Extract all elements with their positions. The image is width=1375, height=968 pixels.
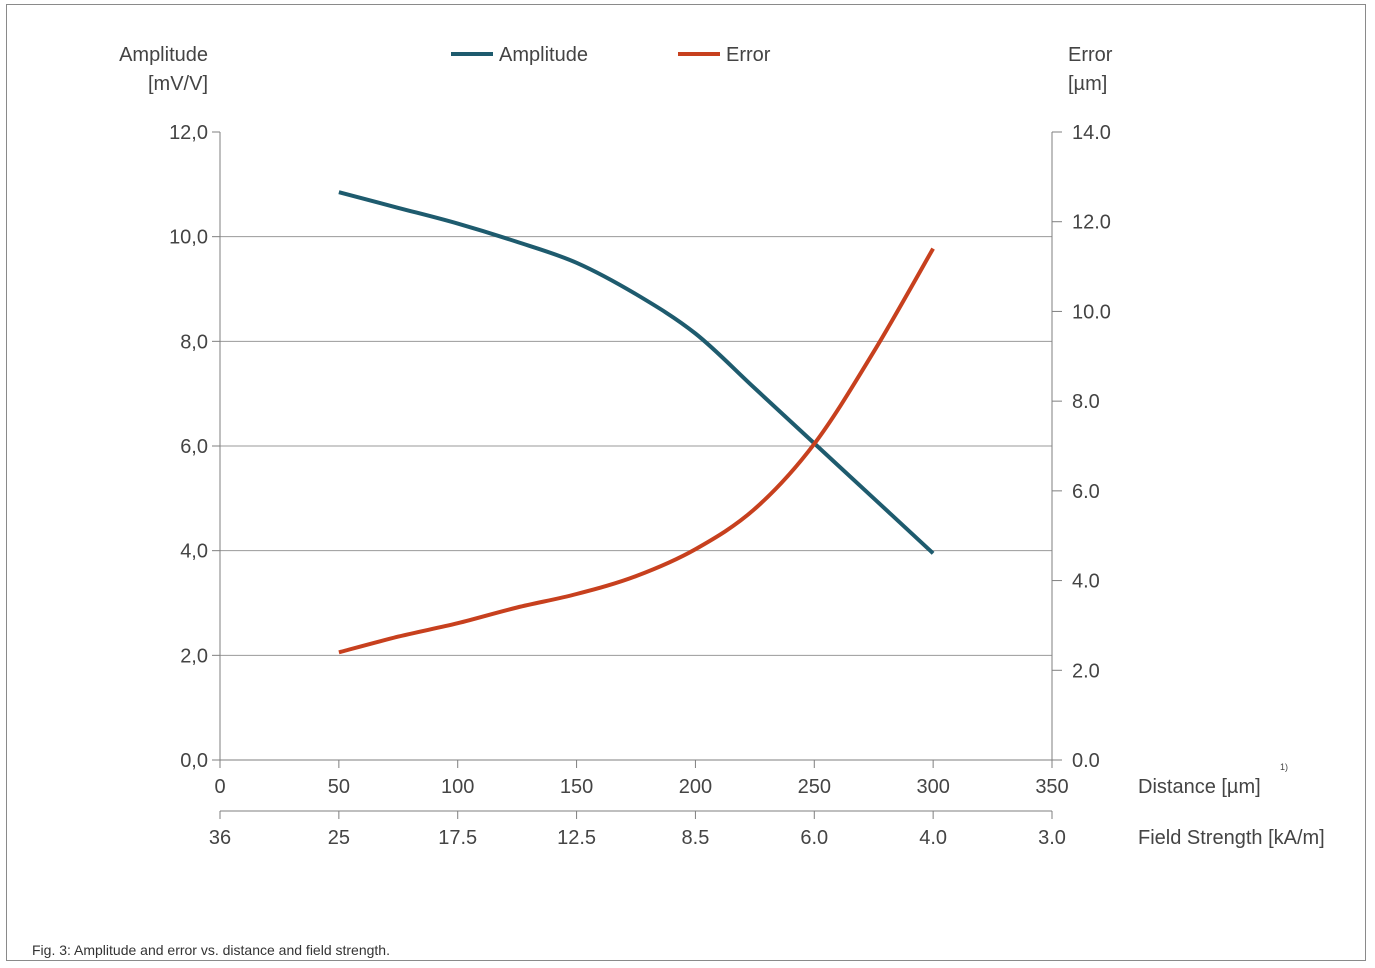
left-axis-title: Amplitude [119,44,208,66]
x2-tick-label: 4.0 [919,827,947,849]
x-tick-label: 350 [1035,776,1068,798]
right-axis-unit: [µm] [1068,73,1107,95]
x-tick-label: 100 [441,776,474,798]
x-axis-footnote: 1) [1280,762,1288,772]
x2-tick-label: 17.5 [438,827,477,849]
x-tick-label: 150 [560,776,593,798]
x2-tick-label: 36 [209,827,231,849]
left-tick-label: 4,0 [180,541,208,563]
right-tick-label: 14.0 [1072,122,1111,144]
x-tick-label: 200 [679,776,712,798]
x-axis-title: Distance [µm] [1138,776,1261,798]
figure-frame: 0,0 2,0 4,0 6,0 8,0 10,0 12,0 0.0 2.0 4.0 6.0 8.0 10… [6,4,1366,961]
amplitude-series-line [338,190,935,555]
x-tick-label: 0 [214,776,225,798]
amplitude-error-chart: 0,0 2,0 4,0 6,0 8,0 10,0 12,0 0.0 2.0 4.0 6.0 8.0 10… [119,44,1325,849]
legend-label-amplitude: Amplitude [499,44,588,66]
x2-tick-label: 25 [328,827,350,849]
x-tick-label: 300 [916,776,949,798]
left-tick-label: 12,0 [169,122,208,144]
right-tick-label: 10.0 [1072,301,1111,323]
left-axis-unit: [mV/V] [148,73,208,95]
x2-tick-label: 3.0 [1038,827,1066,849]
left-tick-label: 2,0 [180,645,208,667]
x-tick-label: 250 [798,776,831,798]
right-tick-label: 8.0 [1072,391,1100,413]
figure-caption: Fig. 3: Amplitude and error vs. distance… [32,942,390,958]
left-tick-label: 0,0 [180,750,208,772]
right-tick-label: 12.0 [1072,212,1111,234]
x2-tick-label: 6.0 [800,827,828,849]
left-tick-label: 8,0 [180,331,208,353]
error-series-line [338,247,935,655]
x2-axis-title: Field Strength [kA/m] [1138,827,1325,849]
x-tick-label: 50 [328,776,350,798]
right-axis-title: Error [1068,44,1113,66]
legend-label-error: Error [726,44,771,66]
x2-tick-label: 8.5 [682,827,710,849]
right-tick-label: 4.0 [1072,571,1100,593]
left-tick-label: 10,0 [169,227,208,249]
x2-tick-label: 12.5 [557,827,596,849]
left-tick-label: 6,0 [180,436,208,458]
right-tick-label: 6.0 [1072,481,1100,503]
right-tick-label: 0.0 [1072,750,1100,772]
right-tick-label: 2.0 [1072,660,1100,682]
